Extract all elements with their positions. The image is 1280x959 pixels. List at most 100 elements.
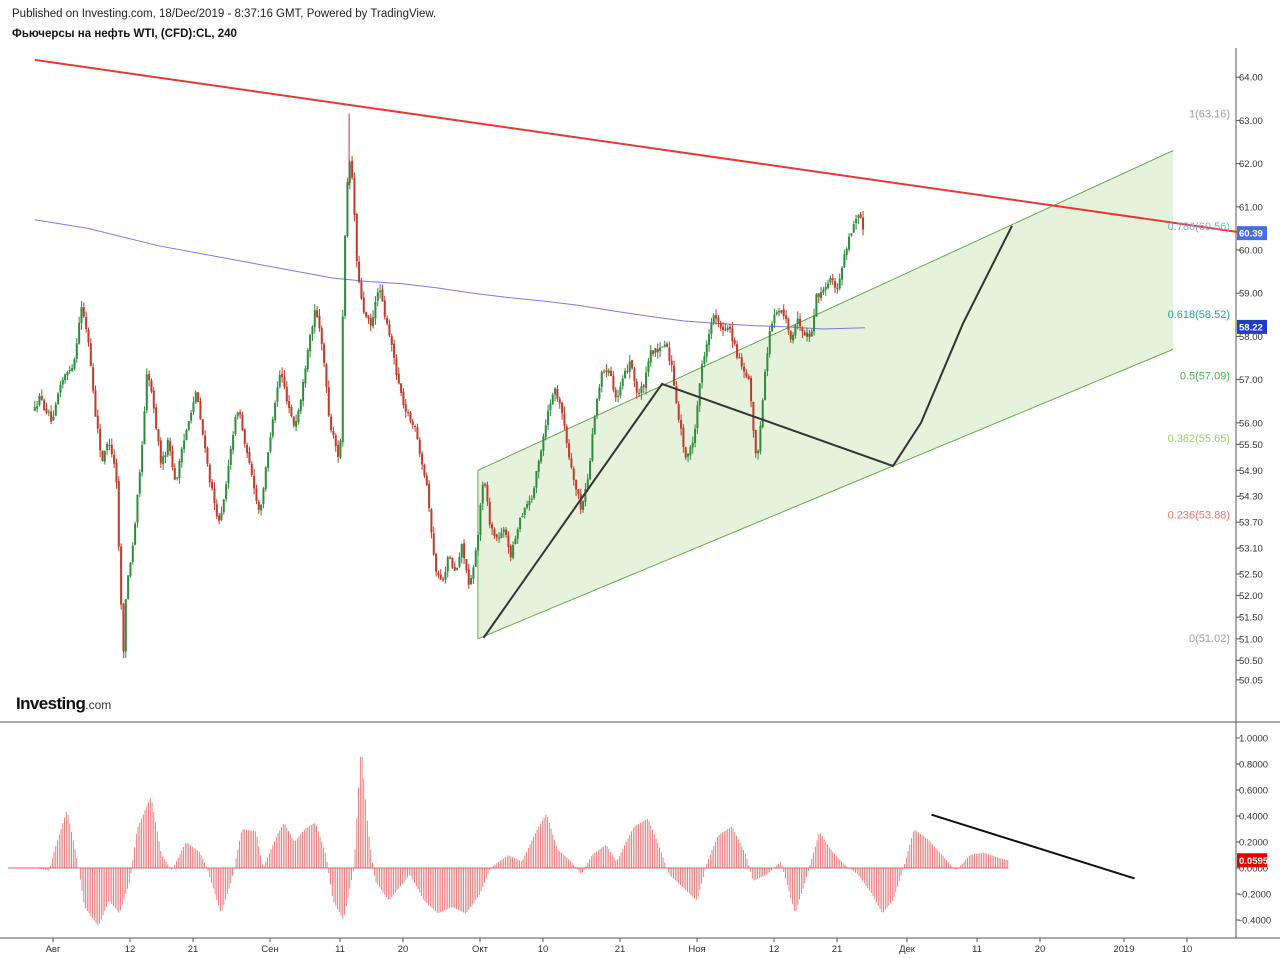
candle-body — [500, 532, 503, 539]
candle-body — [255, 488, 258, 502]
candle-body — [446, 557, 449, 572]
candle-body — [365, 312, 368, 317]
candle-body — [729, 326, 732, 329]
candle-body — [204, 435, 207, 449]
candle-body — [773, 314, 776, 324]
brand-suffix: .com — [85, 698, 112, 712]
candle-body — [645, 372, 648, 389]
date-tick-label: 10 — [538, 944, 549, 955]
candle-body — [656, 348, 659, 353]
axes-layer: 64.00 63.00 62.00 61.00 60.00 59.00 58.00 57.00… — [46, 73, 1272, 955]
candle-body — [533, 488, 536, 499]
candle-body — [568, 443, 571, 458]
candle-body — [577, 489, 580, 495]
candle-body — [505, 529, 508, 536]
candle-body — [148, 374, 151, 381]
candle-body — [586, 479, 589, 489]
price-tick-label: 55.50 — [1239, 440, 1263, 451]
candle-body — [402, 391, 405, 406]
candle-body — [544, 425, 547, 438]
candle-body — [400, 383, 403, 393]
date-tick-label: 11 — [972, 944, 982, 955]
price-tick-label: 56.00 — [1239, 418, 1263, 429]
date-tick-label: 2019 — [1113, 944, 1134, 955]
oscillator-tick-label: 0.2000 — [1239, 838, 1268, 849]
price-channel[interactable] — [477, 150, 1174, 640]
candle-body — [724, 329, 727, 331]
channel-fill[interactable] — [477, 150, 1173, 639]
candle-body — [855, 218, 858, 223]
candle-body — [435, 553, 438, 572]
candle-body — [554, 388, 557, 395]
candle-body — [782, 309, 785, 317]
candle-body — [635, 381, 638, 393]
candle-body — [759, 425, 762, 452]
candle-body — [474, 550, 477, 567]
candle-body — [428, 483, 431, 509]
fib-label-1: 1(63.16) — [1189, 108, 1230, 120]
candle-body — [827, 283, 830, 288]
candle-body — [162, 456, 165, 465]
candle-body — [236, 412, 239, 417]
candle-body — [124, 599, 127, 652]
candle-body — [50, 411, 53, 422]
candle-body — [780, 310, 783, 313]
candle-body — [218, 515, 221, 521]
candle-body — [45, 409, 48, 413]
candle-body — [281, 373, 284, 378]
candle-body — [379, 290, 382, 293]
candle-body — [166, 440, 169, 456]
candle-body — [271, 419, 274, 436]
candle-body — [164, 455, 167, 458]
candle-body — [862, 217, 865, 230]
candle-body — [684, 447, 687, 458]
moving-average-line — [34, 219, 866, 330]
candle-body — [299, 399, 302, 412]
candle-body — [703, 356, 706, 364]
candle-body — [458, 557, 461, 567]
channel-lower-line[interactable] — [477, 348, 1174, 640]
candle-body — [593, 416, 596, 435]
candle-body — [456, 567, 459, 570]
candle-body — [269, 436, 272, 452]
candle-body — [115, 462, 118, 483]
candle-body — [351, 161, 354, 178]
candle-body — [626, 370, 629, 372]
candle-body — [278, 375, 281, 387]
candle-body — [843, 254, 846, 268]
candle-body — [764, 371, 767, 401]
candle-body — [155, 407, 158, 429]
candle-body — [54, 404, 57, 416]
candle-body — [589, 460, 592, 480]
candle-body — [712, 315, 715, 323]
fib-label-0-618: 0.618(58.52) — [1168, 309, 1230, 321]
candle-body — [393, 343, 396, 358]
candle-body — [367, 315, 370, 319]
candle-body — [264, 467, 267, 490]
price-tick-label: 59.00 — [1239, 289, 1263, 300]
candle-body — [169, 441, 172, 452]
oscillator-panel — [8, 756, 1135, 926]
candle-body — [808, 333, 811, 337]
candle-body — [243, 429, 246, 444]
candle-body — [197, 392, 200, 402]
candle-body — [222, 499, 225, 513]
candle-body — [38, 395, 41, 406]
candle-body — [150, 380, 153, 392]
candle-body — [180, 448, 183, 463]
drawings-layer[interactable] — [34, 58, 1244, 639]
candle-body — [183, 440, 186, 450]
candle-body — [201, 419, 204, 435]
date-tick-label: 21 — [188, 944, 199, 955]
candle-body — [785, 315, 788, 319]
candle-body — [722, 326, 725, 331]
candle-body — [262, 488, 265, 505]
resistance-trendline[interactable] — [34, 58, 1244, 234]
zigzag-pattern[interactable] — [482, 225, 1013, 639]
price-tick-label: 50.50 — [1239, 656, 1263, 667]
fib-label-0-5: 0.5(57.09) — [1180, 371, 1230, 383]
fib-label-0: 0(51.02) — [1189, 633, 1230, 645]
candle-body — [663, 344, 666, 347]
candle-body — [141, 444, 144, 473]
